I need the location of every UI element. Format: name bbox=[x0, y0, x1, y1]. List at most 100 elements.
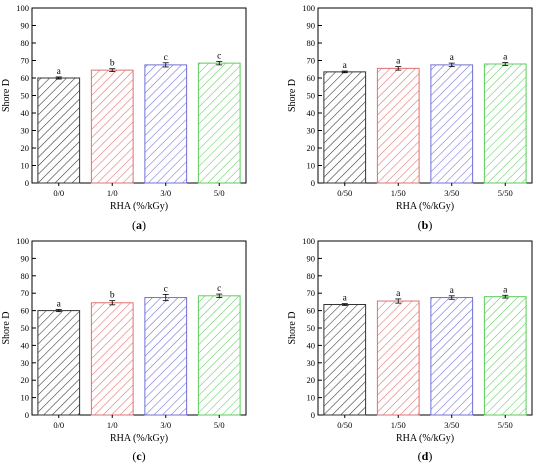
bar bbox=[197, 62, 241, 184]
y-tick-label: 90 bbox=[21, 253, 30, 263]
bar bbox=[483, 63, 527, 184]
significance-letter: a bbox=[450, 53, 455, 63]
x-tick-label: 3/50 bbox=[444, 420, 459, 430]
chart-panel-c: 0 10 20 30 40 50 60 70 80 90 100 Shore D a 0/0 b 1/0 c 3/… bbox=[1, 236, 247, 463]
x-tick-label: 0/50 bbox=[337, 188, 352, 198]
x-tick-label: 1/50 bbox=[391, 188, 406, 198]
y-tick-label: 60 bbox=[307, 73, 316, 83]
significance-letter: a bbox=[396, 289, 401, 299]
panel-label: (a) bbox=[132, 218, 146, 232]
y-tick-label: 40 bbox=[307, 108, 316, 118]
y-tick-label: 80 bbox=[21, 271, 30, 281]
significance-letter: a bbox=[57, 67, 62, 77]
y-tick-label: 10 bbox=[307, 393, 316, 403]
significance-letter: c bbox=[164, 284, 168, 294]
bar bbox=[90, 302, 134, 416]
bar bbox=[430, 297, 474, 416]
x-tick-label: 3/50 bbox=[444, 188, 459, 198]
bar bbox=[483, 296, 527, 416]
x-tick-label: 5/0 bbox=[214, 188, 225, 198]
significance-letter: a bbox=[396, 57, 401, 67]
significance-letter: b bbox=[110, 291, 115, 301]
y-tick-label: 20 bbox=[21, 375, 30, 385]
x-axis-label: RHA (%/kGy) bbox=[396, 201, 454, 212]
y-axis-label: Shore D bbox=[287, 311, 298, 344]
y-tick-label: 40 bbox=[21, 108, 30, 118]
chart-panel-b: 0 10 20 30 40 50 60 70 80 90 100 Shore D a 0/50 a 1/50 a… bbox=[287, 3, 533, 232]
y-tick-label: 20 bbox=[21, 143, 30, 153]
y-tick-label: 100 bbox=[16, 236, 29, 246]
y-tick-label: 40 bbox=[307, 340, 316, 350]
y-tick-label: 40 bbox=[21, 340, 30, 350]
y-tick-label: 30 bbox=[307, 126, 316, 136]
x-tick-label: 0/0 bbox=[53, 420, 64, 430]
y-tick-label: 10 bbox=[307, 161, 316, 171]
panel-label: (d) bbox=[418, 449, 433, 463]
y-tick-label: 20 bbox=[307, 375, 316, 385]
y-tick-label: 70 bbox=[21, 288, 30, 298]
x-tick-label: 1/0 bbox=[107, 188, 118, 198]
y-tick-label: 50 bbox=[307, 91, 316, 101]
x-tick-label: 1/0 bbox=[107, 420, 118, 430]
y-tick-label: 70 bbox=[307, 288, 316, 298]
x-tick-label: 5/50 bbox=[498, 188, 513, 198]
y-tick-label: 60 bbox=[21, 73, 30, 83]
bar bbox=[430, 64, 474, 184]
significance-letter: a bbox=[503, 53, 508, 63]
y-tick-label: 100 bbox=[302, 3, 315, 13]
significance-letter: a bbox=[503, 285, 508, 295]
y-tick-label: 80 bbox=[21, 38, 30, 48]
x-tick-label: 3/0 bbox=[160, 188, 171, 198]
y-tick-label: 0 bbox=[311, 410, 315, 420]
significance-letter: b bbox=[110, 59, 115, 69]
y-tick-label: 30 bbox=[307, 358, 316, 368]
y-tick-label: 60 bbox=[21, 306, 30, 316]
bar bbox=[144, 297, 188, 416]
y-tick-label: 100 bbox=[302, 236, 315, 246]
bar bbox=[37, 77, 81, 184]
y-tick-label: 80 bbox=[307, 271, 316, 281]
chart-panel-a: 0 10 20 30 40 50 60 70 80 90 100 Shore D a 0/0 b 1/0 c 3/… bbox=[1, 3, 247, 232]
x-tick-label: 1/50 bbox=[391, 420, 406, 430]
bar bbox=[323, 71, 367, 184]
bar bbox=[376, 300, 420, 416]
x-axis-label: RHA (%/kGy) bbox=[396, 433, 454, 444]
significance-letter: a bbox=[57, 300, 62, 310]
significance-letter: a bbox=[450, 286, 455, 296]
y-tick-label: 30 bbox=[21, 126, 30, 136]
x-tick-label: 0/50 bbox=[337, 420, 352, 430]
bar bbox=[37, 310, 81, 416]
y-tick-label: 50 bbox=[21, 323, 30, 333]
significance-letter: a bbox=[343, 294, 348, 304]
x-tick-label: 5/50 bbox=[498, 420, 513, 430]
x-tick-label: 3/0 bbox=[160, 420, 171, 430]
y-tick-label: 20 bbox=[307, 143, 316, 153]
y-tick-label: 70 bbox=[21, 56, 30, 66]
y-tick-label: 90 bbox=[21, 21, 30, 31]
y-tick-label: 80 bbox=[307, 38, 316, 48]
bar bbox=[197, 295, 241, 416]
y-tick-label: 30 bbox=[21, 358, 30, 368]
y-tick-label: 10 bbox=[21, 161, 30, 171]
panel-label: (b) bbox=[418, 218, 433, 232]
y-axis-label: Shore D bbox=[1, 79, 12, 112]
bar bbox=[90, 69, 134, 184]
y-tick-label: 0 bbox=[311, 178, 315, 188]
bar bbox=[376, 67, 420, 184]
x-tick-label: 0/0 bbox=[53, 188, 64, 198]
y-tick-label: 0 bbox=[25, 178, 29, 188]
y-tick-label: 70 bbox=[307, 56, 316, 66]
significance-letter: c bbox=[217, 51, 221, 61]
bar bbox=[323, 304, 367, 416]
significance-letter: c bbox=[164, 53, 168, 63]
x-axis-label: RHA (%/kGy) bbox=[110, 201, 168, 212]
y-axis-label: Shore D bbox=[287, 79, 298, 112]
y-tick-label: 90 bbox=[307, 21, 316, 31]
y-tick-label: 50 bbox=[307, 323, 316, 333]
y-tick-label: 0 bbox=[25, 410, 29, 420]
significance-letter: c bbox=[217, 284, 221, 294]
chart-panel-d: 0 10 20 30 40 50 60 70 80 90 100 Shore D a 0/50 a 1/50 a… bbox=[287, 236, 533, 463]
y-axis-label: Shore D bbox=[1, 311, 12, 344]
significance-letter: a bbox=[343, 61, 348, 71]
